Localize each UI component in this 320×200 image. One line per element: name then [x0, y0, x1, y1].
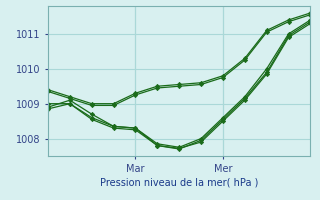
X-axis label: Pression niveau de la mer( hPa ): Pression niveau de la mer( hPa ) [100, 178, 258, 188]
